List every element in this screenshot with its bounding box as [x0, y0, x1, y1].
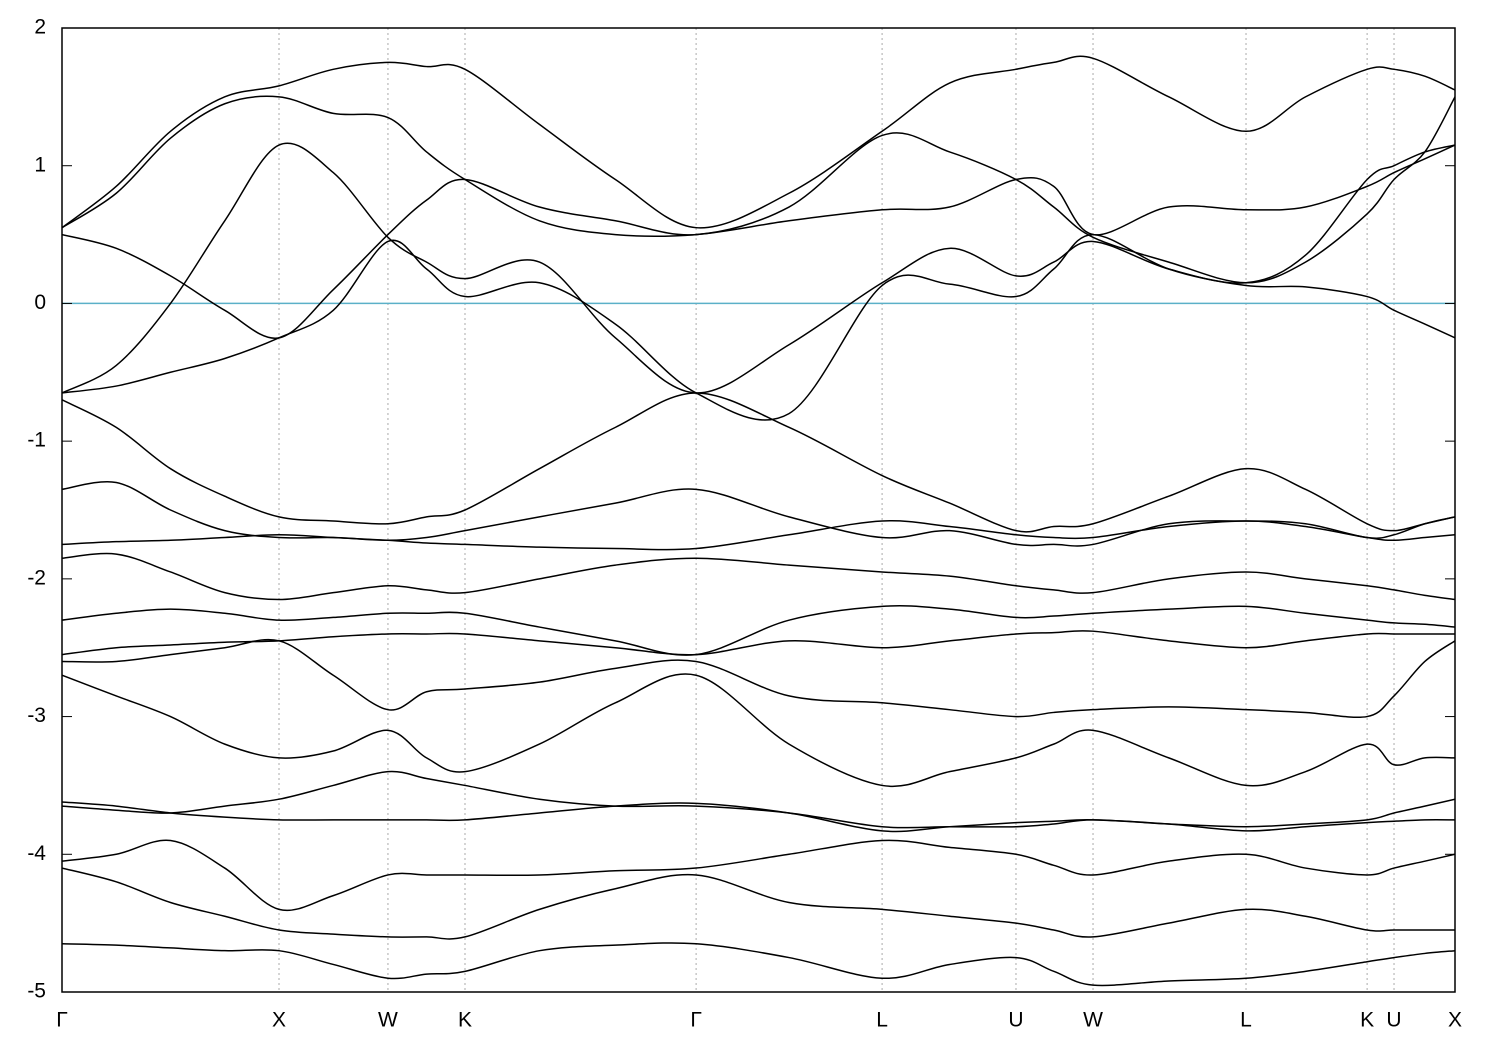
- x-tick-label: W: [1083, 1009, 1103, 1032]
- x-tick-label: K: [458, 1009, 472, 1032]
- band-line: [62, 96, 1455, 339]
- x-tick-label: X: [272, 1009, 286, 1032]
- y-tick-label: -1: [27, 429, 46, 452]
- band-line: [62, 552, 1455, 601]
- band-line: [62, 392, 1455, 533]
- x-tick-label: Γ: [690, 1009, 702, 1032]
- band-line: [62, 630, 1455, 656]
- y-tick-label: -2: [27, 566, 46, 589]
- band-line: [62, 142, 1455, 394]
- band-line: [62, 233, 1455, 421]
- band-line: [62, 942, 1455, 987]
- bands: [62, 55, 1455, 987]
- band-line: [62, 95, 1455, 238]
- y-tick-label: 2: [34, 16, 46, 39]
- x-tick-label: X: [1448, 1009, 1462, 1032]
- y-tick-label: -5: [27, 980, 46, 1003]
- band-line: [62, 605, 1455, 656]
- y-tick-label: 0: [34, 291, 46, 314]
- band-line: [62, 480, 1455, 547]
- x-tick-label: Γ: [56, 1009, 68, 1032]
- x-tick-label: L: [1240, 1009, 1252, 1032]
- y-tick-label: 1: [34, 153, 46, 176]
- x-tick-label: K: [1360, 1009, 1374, 1032]
- y-tick-label: -3: [27, 704, 46, 727]
- x-tick-label: W: [378, 1009, 398, 1032]
- band-line: [62, 55, 1455, 229]
- grid: [61, 28, 1456, 992]
- band-line: [62, 801, 1455, 833]
- band-line: [62, 673, 1455, 788]
- band-line: [62, 839, 1455, 912]
- plot-frame: [61, 27, 1456, 993]
- x-tick-label: L: [876, 1009, 888, 1032]
- x-tick-label: U: [1386, 1009, 1401, 1032]
- band-line: [62, 520, 1455, 551]
- y-tick-label: -4: [27, 842, 46, 865]
- x-tick-label: U: [1008, 1009, 1023, 1032]
- band-line: [62, 867, 1455, 940]
- band-line: [62, 638, 1455, 718]
